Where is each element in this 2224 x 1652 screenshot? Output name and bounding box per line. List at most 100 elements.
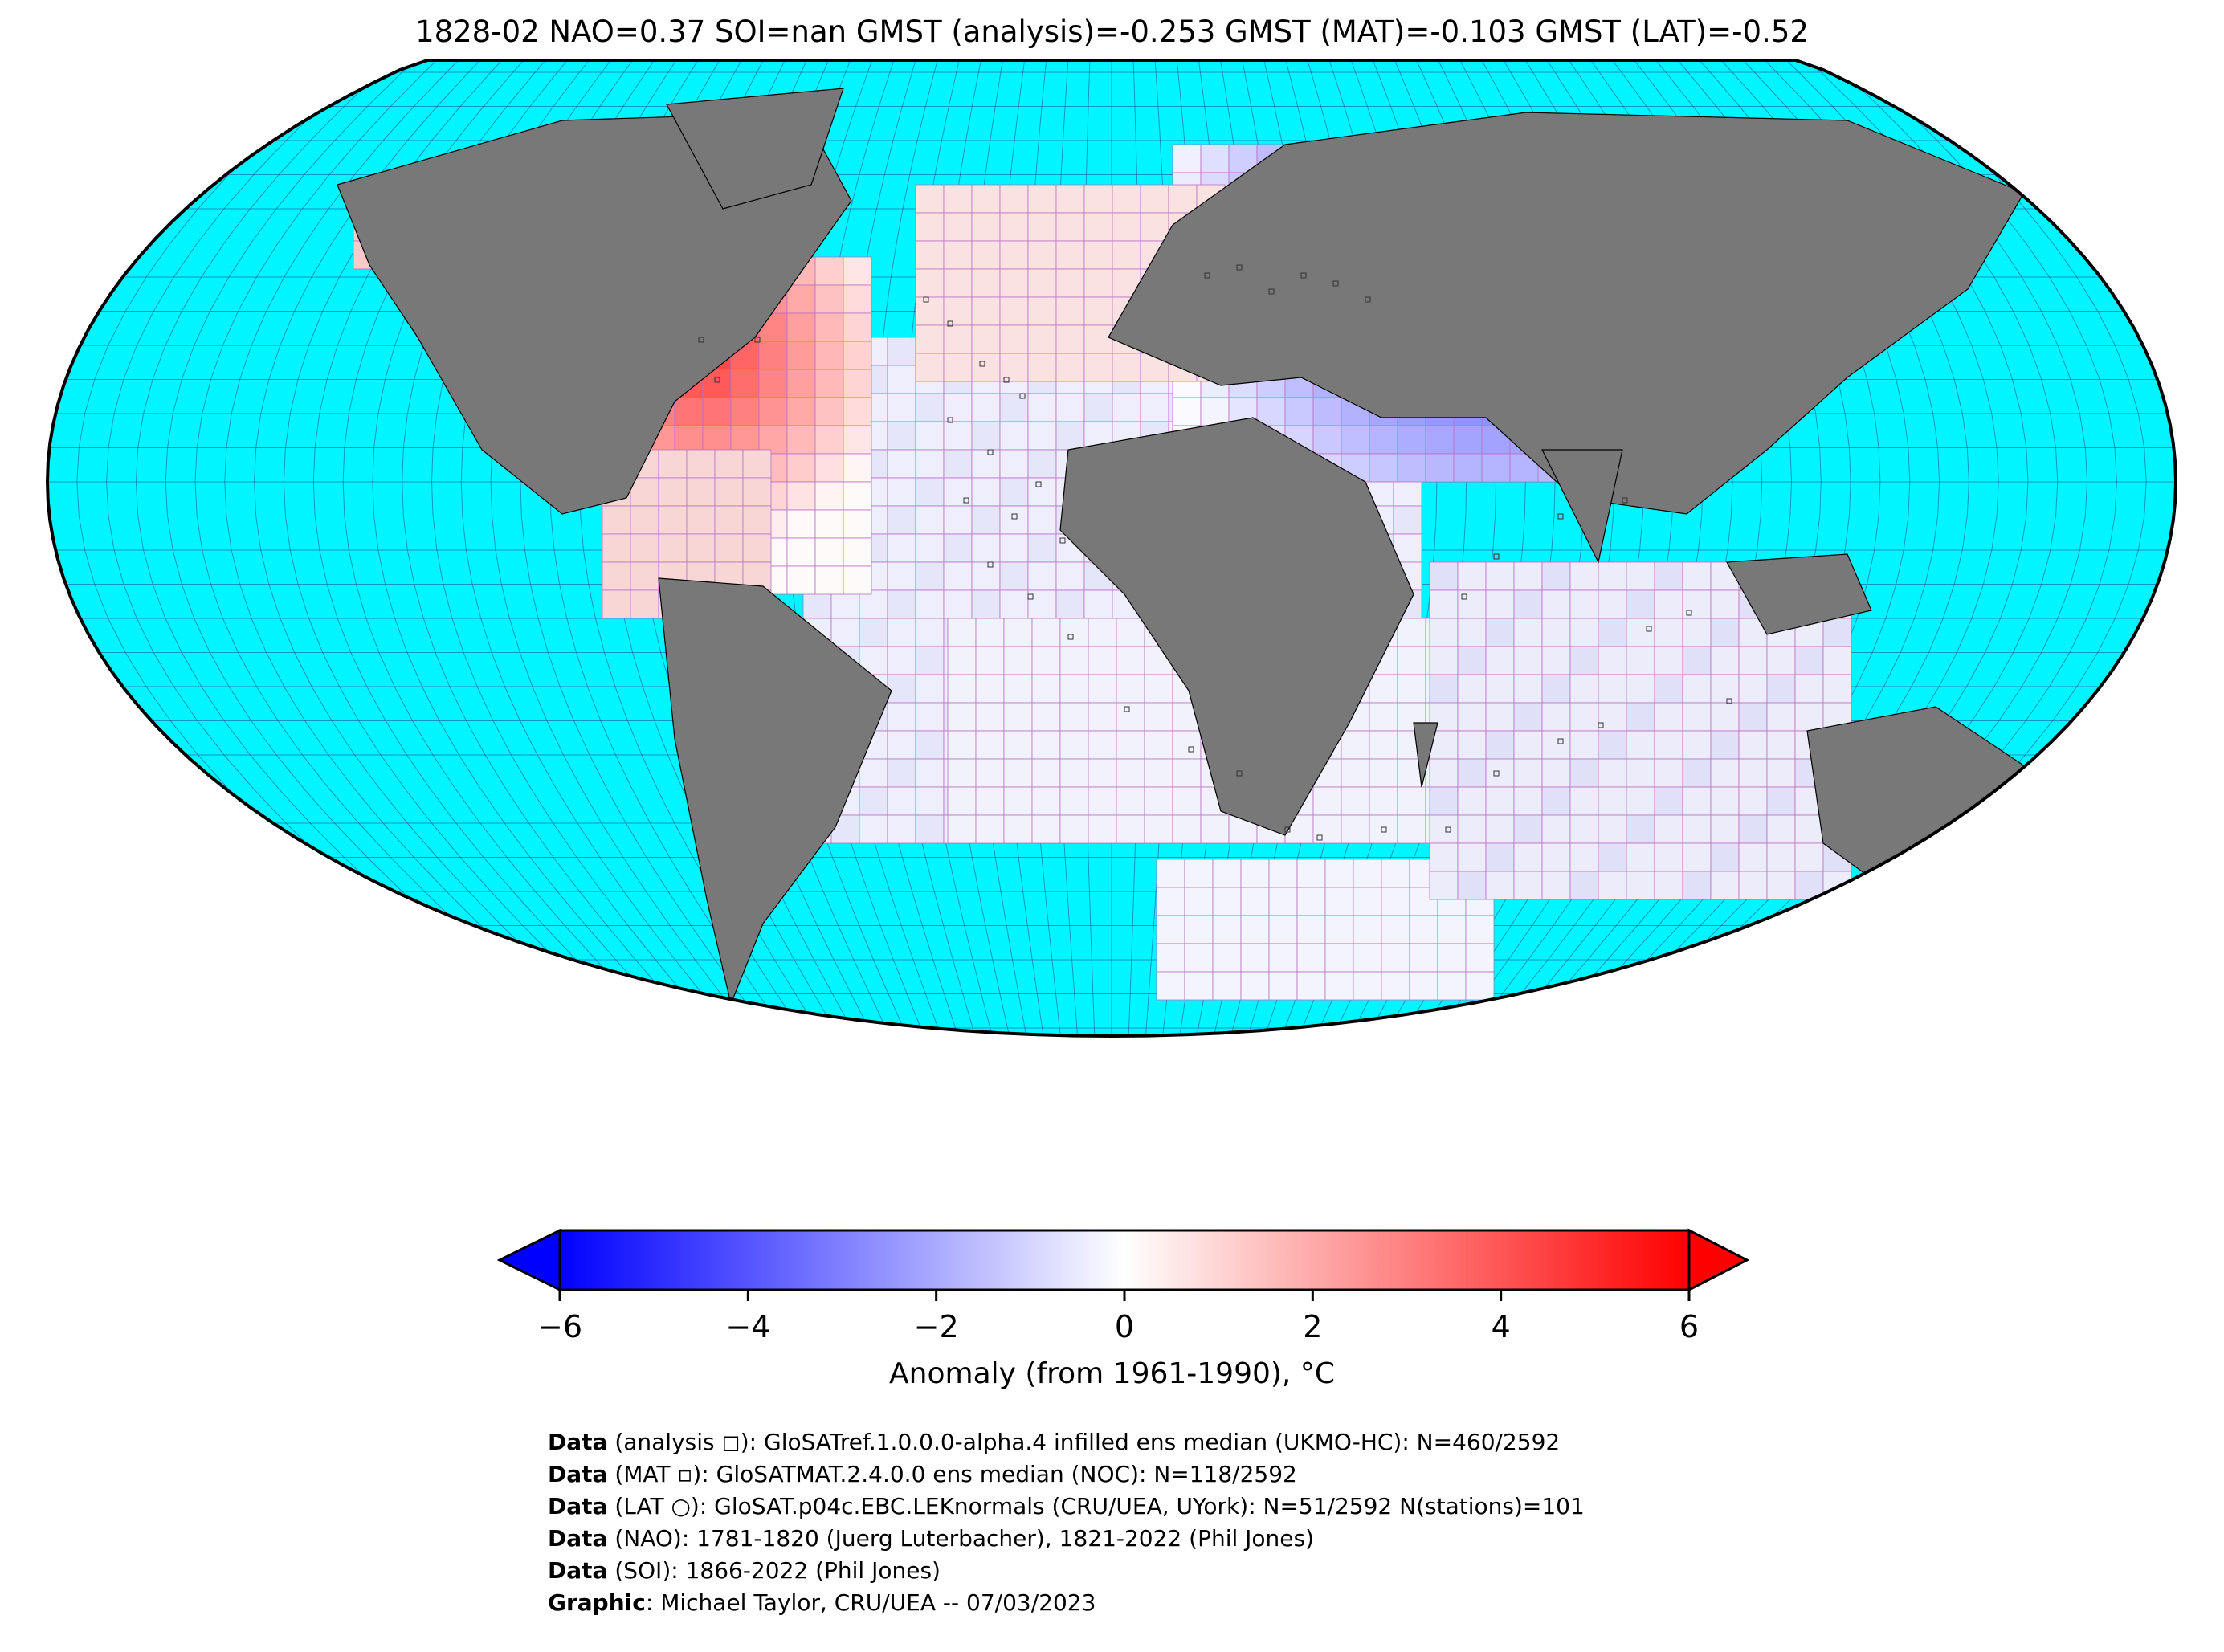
anomaly-cell: [1465, 971, 1495, 1001]
anomaly-cell: [814, 509, 844, 539]
anomaly-cell: [742, 477, 772, 507]
anomaly-cell: [830, 618, 860, 647]
anomaly-cell: [971, 589, 1001, 619]
observation-marker: [987, 561, 994, 568]
observation-marker: [1332, 280, 1339, 287]
anomaly-cell: [714, 533, 744, 563]
land-mass: [1541, 449, 1623, 564]
anomaly-cell: [1031, 786, 1061, 816]
anomaly-cell: [887, 730, 916, 760]
anomaly-cell: [971, 561, 1001, 591]
anomaly-cell: [1003, 814, 1033, 844]
anomaly-cell: [1083, 296, 1113, 326]
anomaly-cell: [1485, 786, 1515, 816]
anomaly-cell: [1240, 943, 1270, 973]
anomaly-cell: [1240, 971, 1270, 1001]
anomaly-cell: [1312, 814, 1342, 844]
anomaly-cell: [915, 449, 945, 479]
anomaly-cell: [1397, 425, 1426, 455]
observation-marker: [1019, 393, 1026, 399]
anomaly-cell: [1738, 674, 1768, 704]
anomaly-cell: [943, 449, 973, 479]
anomaly-cell: [1003, 758, 1033, 788]
anomaly-cell: [1059, 674, 1089, 704]
anomaly-cell: [1055, 212, 1085, 242]
anomaly-cell: [1059, 618, 1089, 647]
anomaly-cell: [943, 296, 973, 326]
anomaly-cell: [999, 421, 1029, 451]
anomaly-cell: [1598, 730, 1627, 760]
anomaly-cell: [1088, 618, 1117, 647]
anomaly-cell: [1457, 674, 1487, 704]
anomaly-cell: [915, 353, 945, 382]
graticule-meridian: [165, 60, 639, 1036]
anomaly-cell: [1212, 887, 1242, 916]
anomaly-cell: [943, 353, 973, 382]
anomaly-cell: [1437, 971, 1467, 1001]
anomaly-cell: [1027, 353, 1057, 382]
anomaly-cell: [1184, 971, 1214, 1001]
anomaly-cell: [1682, 730, 1712, 760]
anomaly-cell: [943, 324, 973, 354]
credit-line-graphic: Graphic: Michael Taylor, CRU/UEA -- 07/0…: [548, 1589, 1096, 1616]
anomaly-cell: [630, 533, 659, 563]
anomaly-cell: [1682, 786, 1712, 816]
anomaly-cell: [1140, 212, 1169, 242]
anomaly-cell: [814, 341, 844, 370]
anomaly-cell: [1003, 730, 1033, 760]
anomaly-cell: [1031, 646, 1061, 675]
anomaly-cell: [1626, 646, 1655, 675]
map-title: 1828-02 NAO=0.37 SOI=nan GMST (analysis)…: [415, 14, 1809, 49]
anomaly-cell: [1453, 453, 1483, 483]
observation-marker: [1461, 593, 1467, 600]
anomaly-cell: [1654, 758, 1683, 788]
anomaly-cell: [1027, 533, 1057, 563]
anomaly-cell: [658, 477, 688, 507]
anomaly-cell: [1541, 786, 1571, 816]
credit-line-lat: Data (LAT ○): GloSAT.p04c.EBC.LEKnormals…: [548, 1493, 1585, 1519]
anomaly-cell: [1184, 915, 1214, 944]
anomaly-cell: [630, 561, 659, 591]
anomaly-cell: [1710, 618, 1740, 647]
land-mass: [658, 577, 892, 1006]
observation-marker: [1236, 264, 1243, 271]
anomaly-cell: [1027, 477, 1057, 507]
anomaly-cell: [1212, 859, 1242, 888]
anomaly-cell: [915, 421, 945, 451]
anomaly-cell: [1626, 758, 1655, 788]
graticule-meridian: [254, 60, 684, 1036]
anomaly-cell: [1083, 589, 1113, 619]
colorbar-tick-label: −4: [725, 1309, 770, 1344]
anomaly-cell: [814, 453, 844, 483]
land-masses: [337, 88, 2105, 1006]
anomaly-cell: [1296, 859, 1326, 888]
anomaly-cell: [887, 814, 916, 844]
anomaly-cell: [1598, 618, 1627, 647]
observation-marker: [1059, 537, 1066, 544]
anomaly-cell: [1184, 943, 1214, 973]
anomaly-cell: [859, 786, 888, 816]
anomaly-cell: [1088, 646, 1117, 675]
anomaly-cell: [1598, 589, 1627, 619]
anomaly-cell: [1682, 674, 1712, 704]
anomaly-cell: [947, 646, 977, 675]
anomaly-cell: [1766, 730, 1796, 760]
anomaly-cell: [1296, 971, 1326, 1001]
land-mass: [1108, 112, 2025, 515]
anomaly-cell: [1116, 814, 1145, 844]
graticule-meridian: [490, 60, 802, 1036]
anomaly-cell: [1112, 212, 1141, 242]
observation-marker: [1204, 272, 1210, 279]
anomaly-cell: [1738, 646, 1768, 675]
anomaly-cell: [1055, 393, 1085, 422]
anomaly-cell: [630, 477, 659, 507]
anomaly-cell: [1457, 871, 1487, 900]
anomaly-cell: [786, 537, 816, 567]
observation-marker: [979, 361, 985, 367]
anomaly-cell: [674, 397, 704, 426]
anomaly-cell: [887, 449, 916, 479]
observation-marker: [1557, 738, 1564, 744]
anomaly-cell: [1059, 814, 1089, 844]
anomaly-cell: [786, 312, 816, 342]
observation-marker: [1188, 746, 1194, 753]
